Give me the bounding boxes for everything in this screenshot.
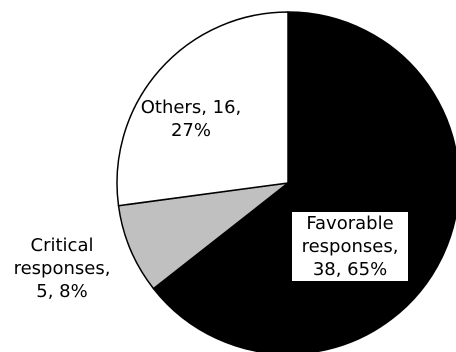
pie-slices — [116, 11, 456, 352]
pie-slice-critical-responses — [117, 181, 291, 290]
label-critical-line-2: responses, — [13, 258, 111, 279]
label-favorable-responses: Favorable responses, 38, 65% — [292, 212, 408, 281]
label-favorable-line-3: 38, 65% — [312, 259, 388, 280]
label-others-line-2: 27% — [170, 120, 211, 141]
label-others: Others, 16, 27% — [130, 96, 252, 142]
label-critical-line-1: Critical — [30, 235, 94, 256]
label-favorable-line-2: responses, — [301, 236, 399, 257]
label-critical-line-3: 5, 8% — [36, 281, 88, 302]
label-critical-responses: Critical responses, 5, 8% — [2, 234, 122, 303]
pie-slice-others — [116, 11, 289, 207]
label-others-line-1: Others, 16, — [140, 97, 242, 118]
label-favorable-line-1: Favorable — [306, 213, 394, 234]
